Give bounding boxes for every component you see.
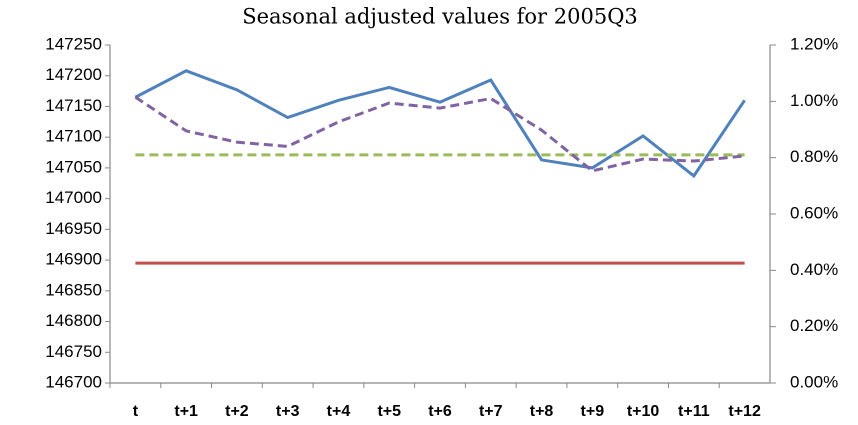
y-tick-label: 147200 [45,65,102,84]
y2-tick-label: 0.20% [790,316,838,335]
y-tick-label: 146750 [45,342,102,361]
y-tick-label: 147000 [45,188,102,207]
y2-tick-label: 0.00% [790,372,838,391]
x-tick-label: t+4 [327,403,351,420]
x-tick-label: t+11 [678,403,710,420]
x-tick-label: t+9 [581,403,605,420]
y-tick-label: 146700 [45,372,102,391]
y-tick-label: 146800 [45,311,102,330]
x-tick-label: t+12 [728,403,761,420]
y-tick-label: 146950 [45,219,102,238]
x-tick-label: t+5 [377,403,401,420]
y-tick-label: 147250 [45,34,102,53]
y2-tick-label: 0.80% [790,147,838,166]
x-tick-label: t+3 [276,403,300,420]
x-tick-label: t+10 [627,403,660,420]
x-tick-label: t+6 [428,403,452,420]
series-line [134,69,746,179]
x-tick-label: t+1 [174,403,198,420]
y-tick-label: 147100 [45,127,102,146]
y2-tick-label: 0.40% [790,260,838,279]
x-tick-label: t+2 [225,403,249,420]
x-tick-label: t+7 [479,403,503,420]
y-tick-label: 147050 [45,157,102,176]
x-tick-label: t [133,403,139,420]
chart-title: Seasonal adjusted values for 2005Q3 [242,5,638,29]
y-tick-label: 147150 [45,96,102,115]
y-tick-label: 146850 [45,280,102,299]
series-line [134,95,745,173]
y2-tick-label: 0.60% [790,203,838,222]
y2-tick-label: 1.20% [790,34,838,53]
y2-tick-label: 1.00% [790,91,838,110]
y-tick-label: 146900 [45,250,102,269]
x-tick-label: t+8 [530,403,554,420]
